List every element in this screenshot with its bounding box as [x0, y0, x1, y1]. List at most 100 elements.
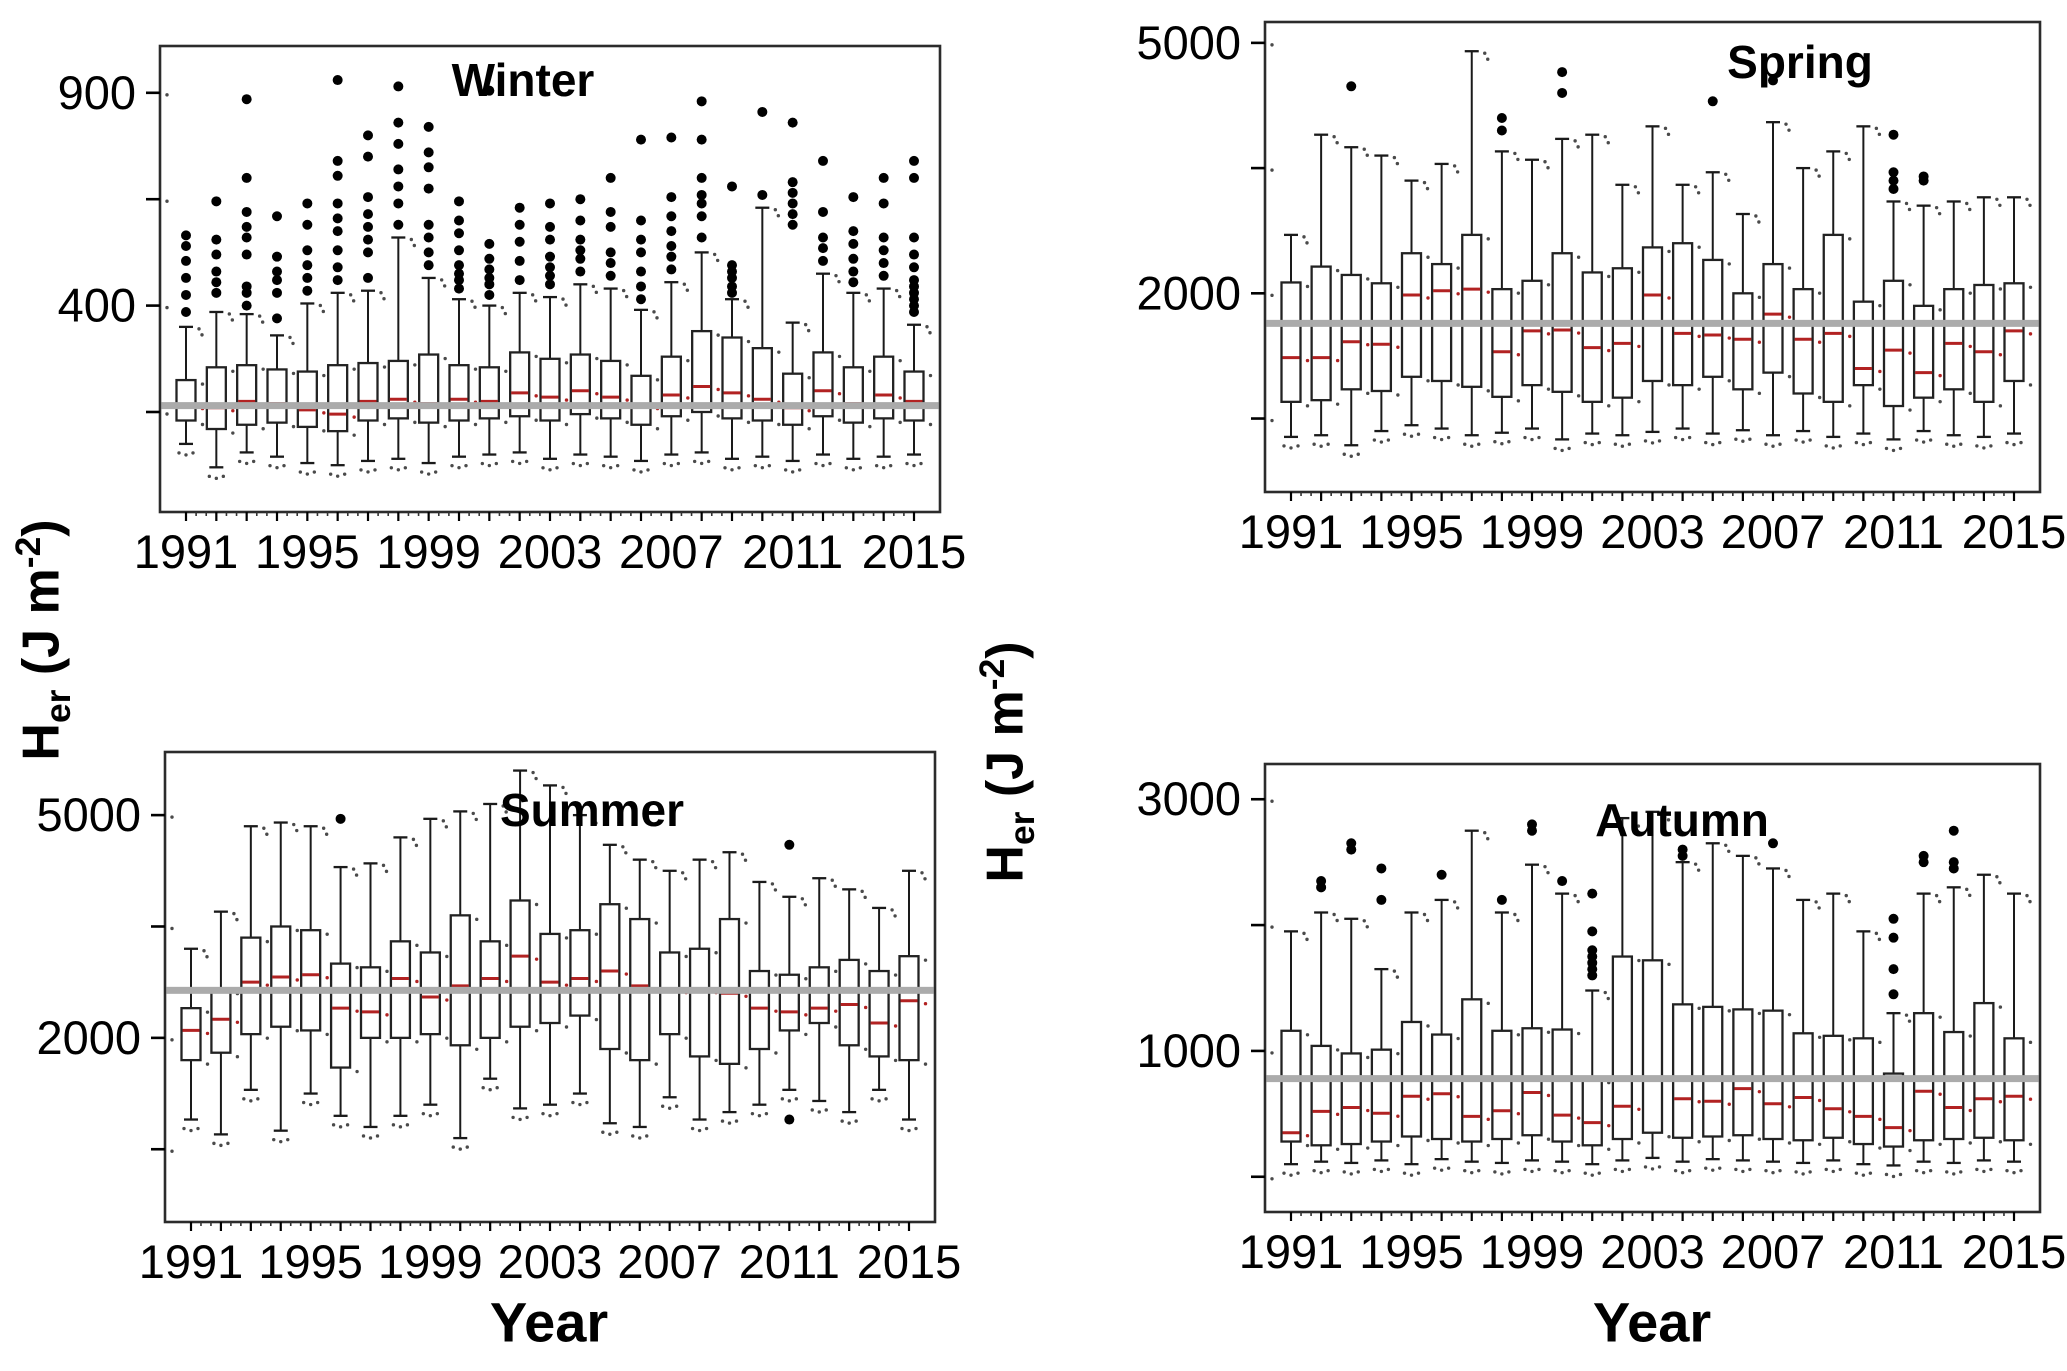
outlier-dot	[454, 196, 464, 207]
outlier-dot	[818, 206, 828, 217]
iqr-box	[329, 962, 352, 1069]
box-2009	[1822, 892, 1852, 1174]
outlier-dot	[666, 132, 677, 143]
outlier-dot	[1346, 81, 1357, 92]
outlier-dot	[1888, 913, 1899, 924]
mean-reference-line	[1266, 1075, 2039, 1083]
outlier-dot	[241, 281, 252, 292]
outlier-dot	[393, 138, 404, 149]
outlier-dot	[363, 234, 373, 245]
outlier-dot	[363, 130, 373, 141]
outlier-dot	[818, 255, 828, 266]
iqr-box	[1370, 282, 1393, 393]
outlier-dot	[393, 219, 404, 230]
outlier-dot	[1888, 183, 1899, 194]
outlier-dot	[727, 281, 737, 292]
outlier-dot	[332, 213, 343, 224]
outlier-dot	[484, 272, 495, 283]
outlier-dot	[1496, 894, 1507, 905]
box-2009	[1822, 150, 1852, 450]
outlier-dot	[332, 275, 343, 286]
box-2011	[778, 895, 808, 1103]
box-2001	[1581, 133, 1611, 447]
outlier-dot	[181, 289, 191, 300]
x-axis-label-right: Year	[1592, 1290, 1712, 1354]
outlier-dot	[302, 272, 313, 283]
iqr-box	[236, 364, 258, 426]
outlier-dot	[1888, 167, 1899, 178]
outlier-dot	[181, 241, 191, 252]
outlier-dot	[666, 226, 677, 237]
iqr-box	[1792, 1032, 1814, 1142]
outlier-dot	[1587, 926, 1598, 937]
iqr-box	[751, 347, 773, 422]
outlier-dot	[605, 206, 616, 217]
box-2004	[569, 283, 599, 468]
outlier-dot	[1768, 838, 1778, 849]
outlier-dot	[545, 251, 555, 262]
outlier-dot	[1677, 844, 1688, 855]
box-1993	[1340, 146, 1370, 458]
outlier-dot	[1557, 87, 1568, 98]
panel-summer: 2000 5000 1991 1995 1999 2003 2007 2011 2015 Summ…	[36, 750, 961, 1288]
x-axis: 1991 1995 1999 2003 2007 2011 2015	[1239, 1212, 2066, 1278]
box-2002	[1611, 816, 1641, 1174]
x-tick-label: 2003	[498, 1235, 603, 1288]
iqr-box	[1762, 1009, 1784, 1141]
outlier-dot	[393, 164, 404, 175]
outlier-dot	[241, 206, 252, 217]
iqr-box	[660, 355, 682, 418]
outlier-dot	[909, 249, 919, 260]
box-1999	[418, 276, 447, 476]
outlier-dot	[878, 232, 889, 243]
outlier-dot	[545, 221, 555, 232]
outlier-dot	[878, 270, 889, 281]
outlier-dot	[848, 192, 859, 203]
box-2000	[448, 298, 478, 470]
box-1992	[210, 910, 240, 1148]
outlier-dot	[302, 260, 313, 271]
iqr-box	[1641, 246, 1664, 383]
box-2008	[691, 251, 720, 466]
outlier-dot	[423, 260, 434, 271]
outlier-dot	[1888, 989, 1899, 1000]
box-1995	[1400, 179, 1430, 438]
outlier-dot	[666, 251, 677, 262]
outlier-dot	[605, 270, 616, 281]
outlier-dot	[272, 266, 282, 277]
iqr-box	[387, 359, 409, 420]
outlier-dot	[332, 75, 343, 86]
outlier-dot	[848, 238, 859, 249]
outlier-dot	[1557, 876, 1568, 887]
panel-winter: 400 900 1991 1995 1999 2003 2007 2011 2015 Winter	[58, 44, 966, 578]
box-2010	[751, 206, 781, 470]
iqr-box	[240, 936, 262, 1036]
iqr-box	[1671, 242, 1694, 387]
outlier-dot	[272, 211, 282, 222]
outlier-dot	[181, 272, 191, 283]
outlier-dot	[818, 155, 828, 166]
outlier-dot	[454, 215, 464, 226]
x-axis-label-left: Year	[489, 1290, 609, 1354]
box-2014	[1973, 196, 2003, 450]
x-tick-label: 2003	[1600, 1225, 1705, 1278]
y-tick-label: 5000	[1136, 16, 1241, 69]
panel-title-autumn: Autumn	[1595, 794, 1769, 846]
outlier-dot	[302, 198, 313, 209]
x-tick-label: 1999	[376, 525, 481, 578]
outlier-dot	[636, 266, 646, 277]
iqr-box	[1943, 1030, 1965, 1141]
outlier-dot	[1496, 125, 1507, 136]
box-2008	[688, 858, 718, 1133]
outlier-dot	[423, 183, 434, 194]
outlier-dot	[636, 215, 646, 226]
box-2005	[600, 287, 629, 470]
outlier-dot	[181, 306, 191, 317]
iqr-box	[630, 374, 652, 426]
mean-reference-line	[1266, 319, 2039, 327]
outlier-dot	[423, 232, 434, 243]
iqr-box	[778, 973, 800, 1032]
y-tick-label: 3000	[1136, 772, 1241, 825]
outlier-dot	[848, 277, 859, 288]
